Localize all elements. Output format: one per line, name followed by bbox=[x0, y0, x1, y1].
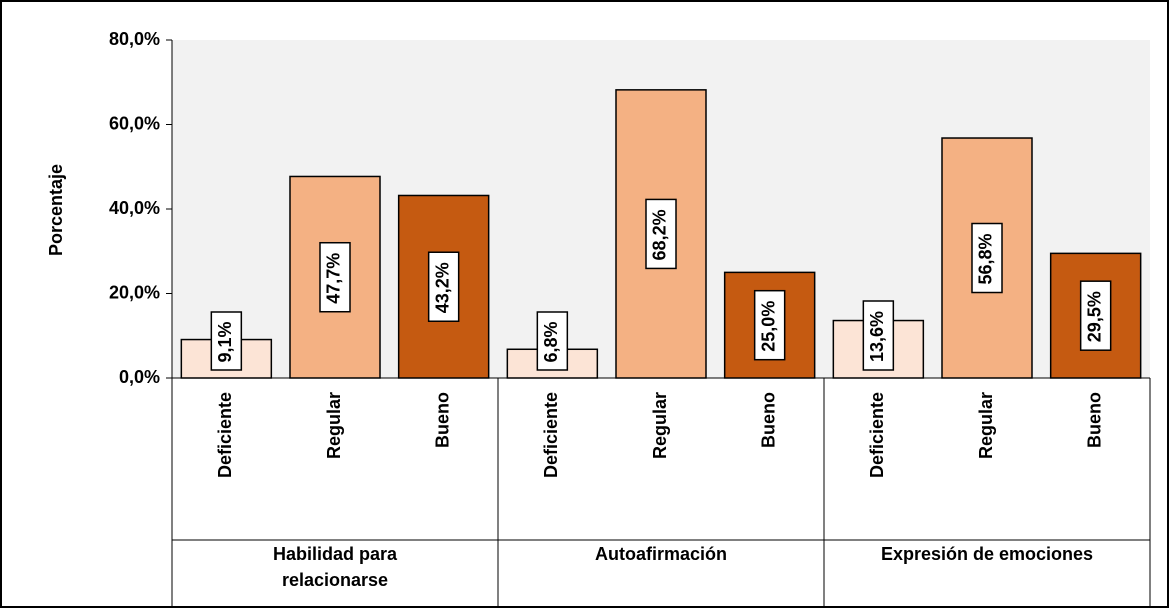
data-label: 6,8% bbox=[541, 321, 561, 362]
data-label: 43,2% bbox=[432, 262, 452, 313]
y-tick-label: 20,0% bbox=[109, 282, 160, 302]
x-tick-label: Bueno bbox=[432, 392, 452, 448]
group-label: Autoafirmación bbox=[594, 544, 727, 564]
y-tick-label: 80,0% bbox=[109, 29, 160, 49]
y-tick-label: 40,0% bbox=[109, 198, 160, 218]
data-label: 29,5% bbox=[1084, 291, 1104, 342]
x-tick-label: Regular bbox=[976, 392, 996, 459]
x-tick-label: Bueno bbox=[1084, 392, 1104, 448]
data-label: 25,0% bbox=[758, 301, 778, 352]
x-tick-label: Regular bbox=[324, 392, 344, 459]
data-label-box bbox=[862, 300, 895, 371]
data-label-box bbox=[1079, 280, 1112, 351]
data-label-box bbox=[427, 251, 460, 322]
data-label: 56,8% bbox=[976, 233, 996, 284]
y-tick-label: 0,0% bbox=[119, 367, 160, 387]
x-tick-label: Deficiente bbox=[541, 392, 561, 478]
data-label-box bbox=[971, 222, 1003, 294]
data-label: 68,2% bbox=[650, 209, 670, 260]
data-label: 13,6% bbox=[867, 311, 887, 362]
data-label-box bbox=[536, 311, 569, 371]
x-tick-label: Bueno bbox=[758, 392, 778, 448]
group-label: Habilidad para relacionarse bbox=[272, 544, 398, 590]
data-label-box bbox=[645, 198, 677, 270]
y-tick-label: 60,0% bbox=[109, 113, 160, 133]
x-tick-label: Deficiente bbox=[867, 392, 887, 478]
data-label-box bbox=[753, 289, 786, 361]
data-label: 47,7% bbox=[324, 253, 344, 304]
data-label-box bbox=[319, 241, 351, 313]
group-label: Expresión de emociones bbox=[880, 544, 1094, 564]
x-tick-label: Regular bbox=[650, 392, 670, 459]
x-tick-label: Deficiente bbox=[215, 392, 235, 478]
data-label-box bbox=[210, 311, 243, 371]
y-axis-label: Porcentaje bbox=[46, 164, 66, 256]
data-label: 9,1% bbox=[215, 321, 235, 362]
